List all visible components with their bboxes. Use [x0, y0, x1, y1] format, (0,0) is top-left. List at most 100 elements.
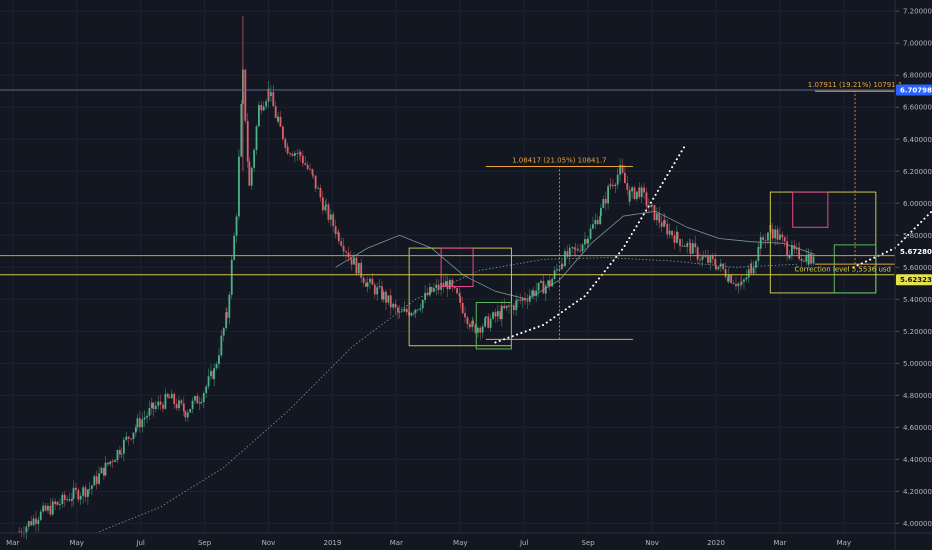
- candle-body: [327, 204, 330, 220]
- candle-body: [653, 204, 656, 220]
- candle-body: [735, 283, 737, 287]
- candle-body: [666, 223, 669, 235]
- candle-body: [599, 216, 602, 225]
- y-tick-label: 5.00000: [903, 360, 932, 368]
- candle-body: [226, 312, 228, 318]
- candle-body: [111, 461, 114, 463]
- candle-body: [173, 393, 176, 404]
- time-axis[interactable]: Mar May Jul Sep Nov 2019 Mar May Jul Sep Nov 2020 Ma…: [0, 532, 932, 547]
- candle-body: [624, 172, 626, 184]
- candle-body: [564, 251, 566, 267]
- candle-body: [267, 88, 270, 97]
- candle-body: [114, 460, 116, 462]
- candle-body: [774, 229, 777, 239]
- candle-body: [87, 489, 89, 497]
- candle-body: [421, 299, 424, 309]
- candle-body: [405, 308, 408, 313]
- candle-body: [640, 187, 643, 197]
- candle-body: [571, 247, 574, 249]
- candle-body: [59, 504, 61, 505]
- y-tick-label: 6.00000: [903, 200, 932, 208]
- candle-body: [54, 501, 57, 505]
- candle-body: [681, 245, 684, 247]
- candle-body: [191, 400, 194, 409]
- candle-body: [82, 487, 85, 496]
- candle-body: [162, 404, 164, 409]
- candle-body: [515, 300, 518, 311]
- candle-body: [385, 291, 387, 303]
- candle-body: [456, 288, 458, 294]
- y-tick-label: 4.80000: [903, 392, 932, 400]
- y-tick-label: 7.20000: [903, 8, 932, 16]
- candle-body: [589, 228, 592, 239]
- candle-body: [803, 260, 805, 262]
- y-tick-label: 5.80000: [903, 232, 932, 240]
- candle-body: [350, 259, 353, 265]
- candle-body: [253, 150, 256, 168]
- candle-body: [702, 256, 705, 258]
- price-tag: [896, 274, 932, 286]
- y-tick-label: 6.40000: [903, 136, 932, 144]
- projection-curve: [852, 209, 932, 269]
- candle-body: [574, 248, 577, 250]
- y-tick-label: 4.20000: [903, 488, 932, 496]
- candle-body: [146, 415, 148, 418]
- candle-body: [451, 279, 454, 287]
- candle-body: [102, 467, 105, 476]
- candle-body: [676, 231, 679, 239]
- candle-body: [487, 316, 490, 328]
- candle-body: [755, 260, 757, 268]
- candle-body: [701, 256, 704, 260]
- candle-body: [528, 295, 531, 302]
- candle-body: [325, 204, 327, 207]
- candle-body: [56, 501, 59, 505]
- candle-body: [27, 521, 30, 527]
- candle-body: [561, 264, 564, 267]
- candle-body: [125, 436, 128, 440]
- y-tick-label: 6.20000: [903, 168, 932, 176]
- candle-body: [143, 417, 146, 420]
- candle-body: [277, 116, 279, 122]
- candle-body: [248, 161, 251, 186]
- candle-body: [311, 169, 314, 175]
- candle-body: [519, 299, 522, 301]
- candle-body: [235, 216, 238, 236]
- candle-body: [459, 296, 462, 303]
- candle-body: [122, 439, 125, 454]
- candle-body: [329, 214, 332, 220]
- candle-body: [228, 294, 231, 318]
- pattern-box: [475, 302, 512, 350]
- candle-body: [707, 256, 709, 263]
- candle-body: [694, 243, 697, 248]
- candle-body: [218, 355, 220, 365]
- candle-body: [198, 402, 201, 404]
- candle-body: [602, 199, 605, 208]
- candle-body: [394, 303, 397, 308]
- candle-body: [284, 138, 287, 148]
- candle-body: [120, 453, 123, 455]
- candle-body: [381, 286, 383, 300]
- candle-body: [68, 499, 71, 501]
- candle-body: [691, 243, 694, 254]
- candle-body: [233, 235, 236, 260]
- pattern-box: [833, 244, 877, 294]
- candle-body: [342, 245, 345, 252]
- candle-body: [594, 219, 597, 225]
- price-axis[interactable]: 7.20000 7.00000 6.80000 6.60000 6.40000 6.200…: [894, 0, 932, 550]
- candle-body: [573, 247, 576, 250]
- horizontal-lines: Correction level 5,5536 usd: [0, 89, 895, 276]
- candle-body: [800, 258, 803, 261]
- candle-body: [464, 313, 466, 318]
- candle-body: [175, 403, 178, 409]
- candle-body: [398, 311, 401, 313]
- candle-body: [317, 188, 319, 189]
- projection-curve: [494, 146, 685, 344]
- candle-body: [244, 69, 247, 121]
- candle-body: [730, 274, 733, 284]
- candle-body: [189, 408, 192, 413]
- candle-body: [609, 184, 612, 186]
- candle-body: [222, 328, 225, 336]
- candle-body: [812, 256, 815, 264]
- candle-body: [621, 164, 624, 173]
